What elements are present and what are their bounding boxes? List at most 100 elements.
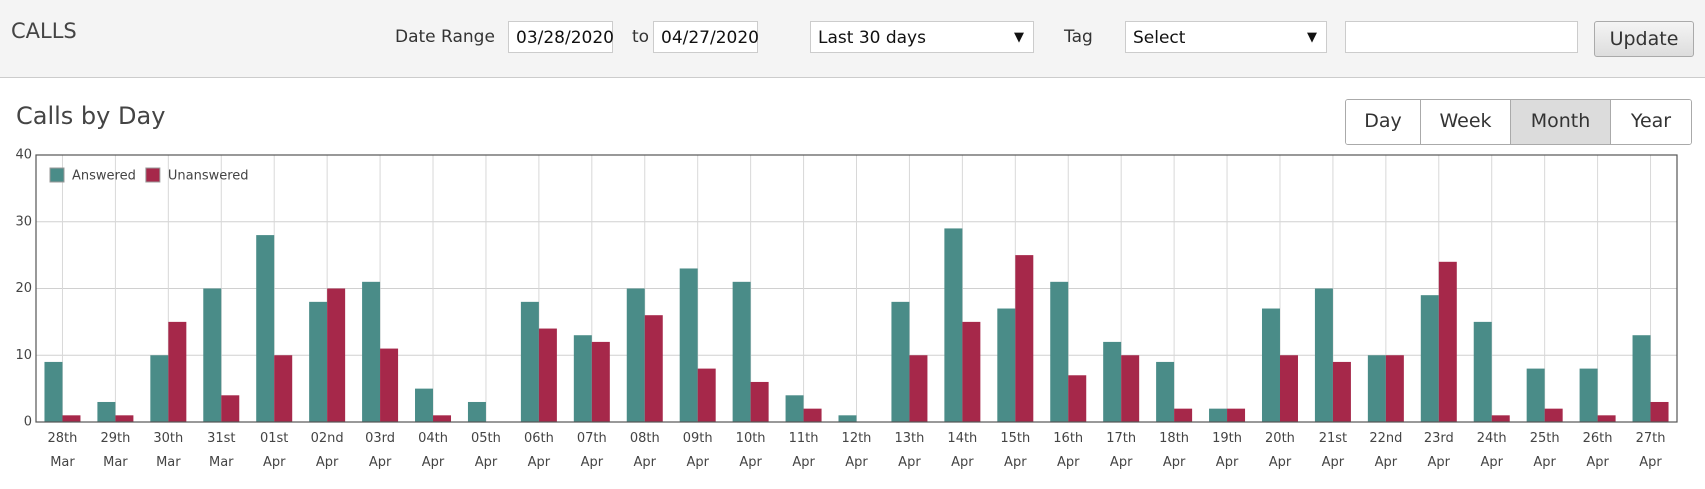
x-tick-label-line: 12th: [842, 431, 872, 446]
page-title: CALLS: [11, 19, 77, 43]
x-tick-label-line: 21st: [1319, 431, 1347, 446]
x-tick-label: 30th Mar: [153, 431, 183, 470]
bar: [891, 301, 910, 422]
x-tick-label-line: 06th: [524, 431, 554, 446]
x-tick-label-line: 10th: [736, 431, 766, 446]
bar: [115, 415, 134, 422]
x-tick-label-line: 03rd: [365, 431, 395, 446]
period-buttons: Day Week Month Year: [1345, 99, 1692, 145]
bar: [44, 361, 63, 422]
x-tick-label: 12th Apr: [842, 431, 872, 470]
bar: [327, 288, 346, 422]
x-tick-label-line: Apr: [1004, 455, 1027, 470]
bar: [1473, 321, 1492, 422]
x-tick-label-line: Apr: [316, 455, 339, 470]
x-tick-label-line: 18th: [1159, 431, 1189, 446]
x-tick-label-line: 17th: [1106, 431, 1136, 446]
dropdown-arrow: ▼: [1014, 30, 1024, 45]
bar: [1015, 255, 1034, 422]
x-tick-label: 25th Apr: [1530, 431, 1560, 470]
tag-select[interactable]: Select ▼: [1125, 21, 1327, 53]
x-tick-label-line: 13th: [894, 431, 924, 446]
x-tick-label: 03rd Apr: [365, 431, 395, 470]
bar: [679, 268, 698, 422]
bar: [1068, 375, 1087, 422]
bar: [168, 321, 187, 422]
x-tick-label-line: 26th: [1583, 431, 1613, 446]
y-tick-label: 10: [15, 348, 32, 363]
y-tick-label: 30: [15, 214, 32, 229]
x-tick-label-line: Apr: [686, 455, 709, 470]
bar: [909, 355, 928, 422]
bar: [97, 401, 116, 422]
x-tick-label-line: 25th: [1530, 431, 1560, 446]
start-date-input[interactable]: 03/28/2020: [508, 21, 614, 53]
x-tick-label-line: 24th: [1477, 431, 1507, 446]
y-tick-label: 40: [15, 148, 32, 163]
x-tick-label-line: Apr: [1428, 455, 1451, 470]
x-tick-label: 22nd Apr: [1369, 431, 1402, 470]
x-tick-label: 27th Apr: [1636, 431, 1666, 470]
x-tick-label-line: Apr: [263, 455, 286, 470]
bar: [1156, 361, 1175, 422]
x-tick-label-line: 05th: [471, 431, 501, 446]
range-select[interactable]: Last 30 days ▼: [810, 21, 1034, 53]
to-label: to: [632, 27, 650, 47]
bar: [997, 308, 1016, 422]
x-tick-label-line: Apr: [1163, 455, 1186, 470]
bar: [1314, 288, 1333, 422]
x-tick-label-line: Apr: [1057, 455, 1080, 470]
x-tick-label-line: Apr: [475, 455, 498, 470]
x-tick-label-line: Apr: [845, 455, 868, 470]
x-tick-label-line: Apr: [581, 455, 604, 470]
bar: [62, 415, 81, 422]
bar: [626, 288, 645, 422]
period-button[interactable]: Month: [1510, 100, 1610, 144]
period-button[interactable]: Year: [1610, 100, 1691, 144]
search-input[interactable]: [1345, 21, 1578, 53]
x-tick-label: 11th Apr: [789, 431, 819, 470]
bar: [415, 388, 434, 422]
bar: [467, 401, 486, 422]
x-tick-label-line: Apr: [1375, 455, 1398, 470]
x-tick-label: 09th Apr: [683, 431, 713, 470]
bar: [362, 281, 381, 422]
x-tick-label-line: 30th: [153, 431, 183, 446]
update-button[interactable]: Update: [1594, 21, 1694, 57]
end-date-input[interactable]: 04/27/2020: [653, 21, 759, 53]
bar: [1526, 368, 1545, 422]
bar: [1050, 281, 1069, 422]
x-tick-label-line: Apr: [1269, 455, 1292, 470]
bar: [309, 301, 328, 422]
x-tick-label-line: 20th: [1265, 431, 1295, 446]
legend-swatch: [49, 167, 65, 183]
x-tick-label-line: 11th: [789, 431, 819, 446]
plot-border: [35, 154, 1678, 423]
bar: [150, 355, 169, 422]
bar: [962, 321, 981, 422]
bar: [1209, 408, 1228, 422]
x-tick-label-line: Apr: [951, 455, 974, 470]
x-tick-label-line: 19th: [1212, 431, 1242, 446]
x-tick-label-line: Apr: [634, 455, 657, 470]
x-tick-label-line: 28th: [48, 431, 78, 446]
bar: [1332, 361, 1351, 422]
bar: [274, 355, 293, 422]
x-tick-label-line: Apr: [1639, 455, 1662, 470]
bar: [750, 381, 769, 422]
x-tick-label-line: 27th: [1636, 431, 1666, 446]
x-tick-label-line: Apr: [1480, 455, 1503, 470]
bar: [221, 395, 240, 422]
period-button[interactable]: Day: [1346, 100, 1420, 144]
x-tick-label: 05th Apr: [471, 431, 501, 470]
x-tick-label-line: 02nd: [311, 431, 344, 446]
x-tick-label: 10th Apr: [736, 431, 766, 470]
bar: [1632, 335, 1651, 422]
bar: [1420, 295, 1439, 422]
period-button[interactable]: Week: [1420, 100, 1510, 144]
bar: [1227, 408, 1246, 422]
bar: [538, 328, 557, 422]
x-tick-label: 23rd Apr: [1424, 431, 1454, 470]
x-tick-label: 14th Apr: [947, 431, 977, 470]
